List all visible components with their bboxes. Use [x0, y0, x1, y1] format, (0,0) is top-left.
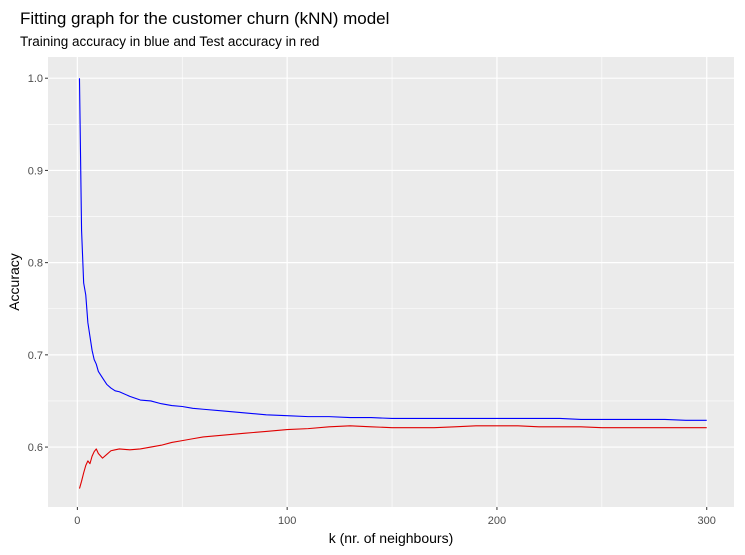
grid-major: [48, 57, 734, 507]
chart-title: Fitting graph for the customer churn (kN…: [20, 9, 389, 28]
x-tick-label: 0: [74, 515, 80, 527]
grid-minor: [48, 57, 734, 507]
y-tick-label: 0.9: [28, 165, 43, 177]
series-layer: [78, 78, 707, 489]
plot-panel: [48, 57, 734, 507]
x-axis-label: k (nr. of neighbours): [329, 530, 454, 546]
y-axis-label: Accuracy: [6, 253, 22, 311]
x-axis-ticks: 0 100 200 300: [74, 507, 716, 527]
y-tick-label: 0.8: [28, 258, 43, 270]
x-tick-label: 200: [488, 515, 506, 527]
y-axis-ticks: 0.6 0.7 0.8 0.9 1.0: [28, 73, 48, 454]
y-tick-label: 1.0: [28, 73, 43, 85]
chart-subtitle: Training accuracy in blue and Test accur…: [20, 34, 319, 49]
y-tick-label: 0.6: [28, 442, 43, 454]
x-tick-label: 300: [698, 515, 716, 527]
training-accuracy-line: [78, 78, 707, 421]
x-tick-label: 100: [278, 515, 296, 527]
y-tick-label: 0.7: [28, 350, 43, 362]
test-accuracy-line: [78, 425, 707, 489]
